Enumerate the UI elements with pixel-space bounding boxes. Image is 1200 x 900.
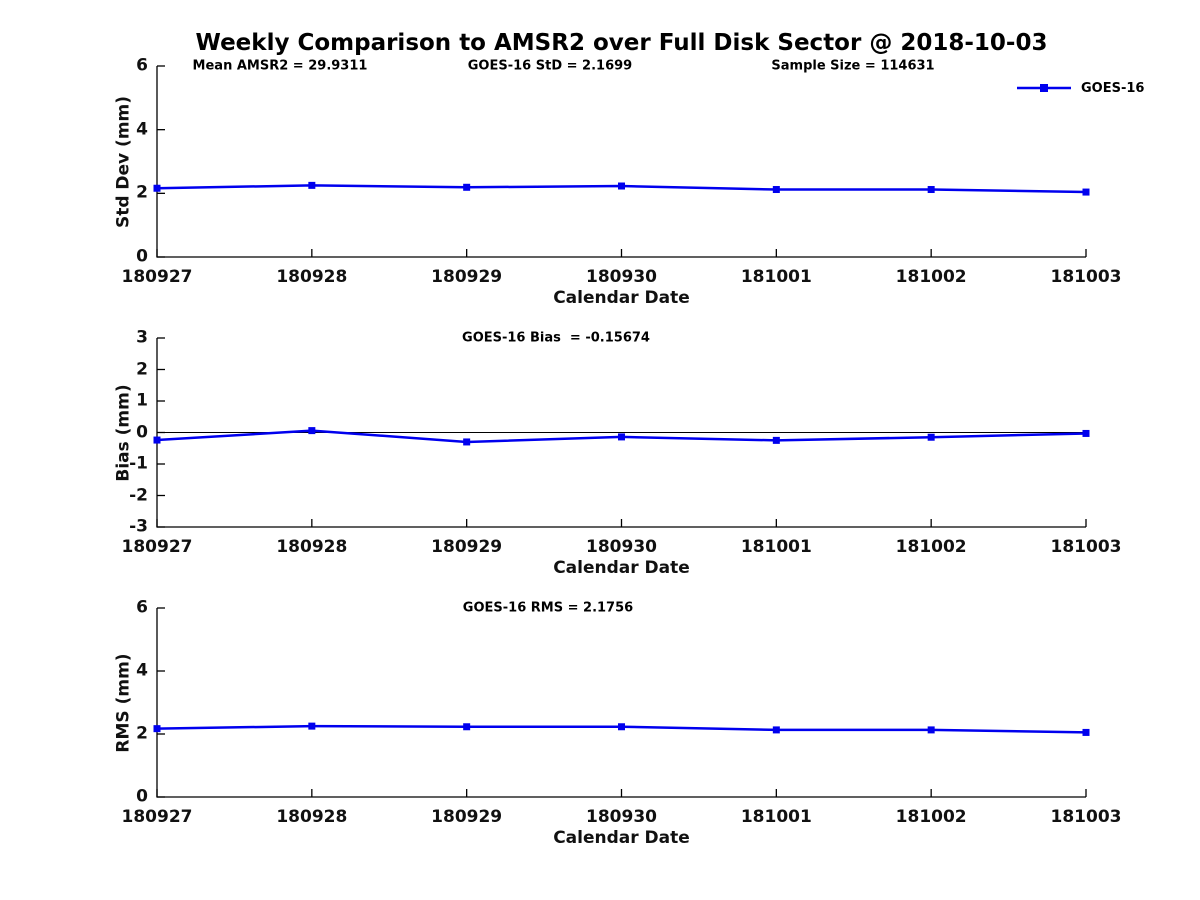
x-tick-label: 181001 xyxy=(740,537,812,557)
annotation-std-dev-1: GOES-16 StD = 2.1699 xyxy=(467,58,633,74)
x-tick-label: 180930 xyxy=(586,537,657,557)
chart-title: Weekly Comparison to AMSR2 over Full Dis… xyxy=(195,30,1048,56)
data-point-marker xyxy=(927,186,935,194)
y-tick-label: 0 xyxy=(136,786,148,807)
x-tick-label: 180927 xyxy=(121,267,193,287)
y-tick-label: 6 xyxy=(136,55,148,76)
y-tick-label: 4 xyxy=(136,119,148,140)
y-tick-label: 2 xyxy=(136,182,148,203)
data-point-marker xyxy=(927,433,935,441)
annotation-std-dev-2: Sample Size = 114631 xyxy=(771,58,935,74)
y-tick-label: -1 xyxy=(129,453,148,474)
y-tick-label: 0 xyxy=(136,246,148,267)
y-tick-label: 6 xyxy=(136,597,148,618)
y-tick-label: 3 xyxy=(136,327,148,348)
x-tick-label: 181003 xyxy=(1050,267,1122,287)
axis-spines xyxy=(156,66,1086,258)
y-axis-label-std-dev: Std Dev (mm) xyxy=(113,95,134,228)
y-axis-label-rms: RMS (mm) xyxy=(113,652,134,753)
data-point-marker xyxy=(618,723,625,731)
data-point-marker xyxy=(153,184,161,192)
x-tick-label: 181002 xyxy=(895,267,967,287)
x-tick-label: 180928 xyxy=(276,807,348,827)
x-tick-label: 180927 xyxy=(121,537,193,557)
x-tick-label: 180930 xyxy=(586,267,657,287)
x-axis-label: Calendar Date xyxy=(553,288,690,308)
y-tick-label: 2 xyxy=(136,723,148,744)
data-point-marker xyxy=(1082,429,1090,437)
x-tick-label: 180928 xyxy=(276,267,348,287)
x-tick-label: 180929 xyxy=(431,807,503,827)
x-tick-label: 181002 xyxy=(895,807,967,827)
annotation-rms-0: GOES-16 RMS = 2.1756 xyxy=(462,600,634,616)
y-tick-label: 2 xyxy=(136,359,148,379)
data-point-marker xyxy=(618,182,625,190)
y-tick-label: 1 xyxy=(136,390,148,411)
x-axis-label: Calendar Date xyxy=(553,828,690,848)
data-point-marker xyxy=(463,438,471,446)
y-tick-label: 4 xyxy=(136,660,148,681)
y-axis-label-bias: Bias (mm) xyxy=(113,383,134,482)
annotation-bias-0: GOES-16 Bias = -0.15674 xyxy=(462,330,650,346)
data-point-marker xyxy=(153,725,161,733)
x-tick-label: 181002 xyxy=(895,537,967,557)
legend: GOES-16 xyxy=(1016,80,1144,96)
x-tick-label: 181001 xyxy=(740,267,812,287)
data-point-marker xyxy=(772,726,780,734)
x-tick-label: 180929 xyxy=(431,537,503,557)
data-point-marker xyxy=(463,723,471,731)
legend-line-sample xyxy=(1017,84,1071,92)
data-point-marker xyxy=(772,436,780,444)
x-axis-label: Calendar Date xyxy=(553,558,690,578)
x-tick-label: 181001 xyxy=(740,807,812,827)
data-point-marker xyxy=(1082,728,1090,736)
data-point-marker xyxy=(618,433,625,441)
x-tick-label: 181003 xyxy=(1050,807,1122,827)
y-tick-label: -3 xyxy=(129,516,148,537)
x-tick-label: 180928 xyxy=(276,537,348,557)
data-point-marker xyxy=(308,181,316,189)
x-tick-label: 181003 xyxy=(1050,537,1122,557)
annotation-std-dev-0: Mean AMSR2 = 29.9311 xyxy=(192,58,368,74)
data-point-marker xyxy=(772,186,780,194)
data-point-marker xyxy=(927,726,935,734)
data-point-marker xyxy=(463,183,471,191)
axis-spines xyxy=(156,608,1086,798)
legend-marker-icon xyxy=(1040,84,1048,92)
x-tick-label: 180927 xyxy=(121,807,193,827)
data-point-marker xyxy=(308,427,316,435)
data-point-marker xyxy=(1082,188,1090,196)
data-point-marker xyxy=(153,436,161,444)
y-tick-label: -2 xyxy=(129,485,148,505)
legend-label: GOES-16 xyxy=(1081,80,1145,96)
x-tick-label: 180929 xyxy=(431,267,503,287)
data-point-marker xyxy=(308,722,316,730)
x-tick-label: 180930 xyxy=(586,807,657,827)
y-tick-label: 0 xyxy=(136,422,148,442)
